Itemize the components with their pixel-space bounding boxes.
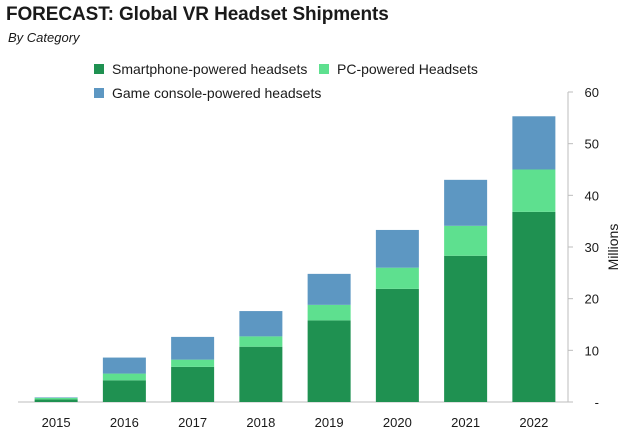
- y-tick-label: -: [595, 395, 599, 410]
- bar-2017-series-2: [171, 359, 215, 367]
- bar-2015-series-2: [34, 397, 78, 400]
- legend-label-game-console: Game console-powered headsets: [112, 85, 322, 101]
- bar-2020-series-1: [375, 288, 419, 402]
- legend-swatch-smartphone: [94, 64, 104, 74]
- bar-2020-series-3: [375, 229, 419, 268]
- legend-swatch-pc: [319, 64, 329, 74]
- x-tick-label: 2015: [42, 415, 71, 430]
- bar-2022-series-2: [512, 169, 556, 212]
- bar-2021-series-3: [444, 179, 488, 226]
- y-tick-label: 60: [585, 85, 599, 100]
- bar-2019-series-2: [307, 304, 351, 321]
- legend-label-smartphone: Smartphone-powered headsets: [112, 61, 308, 77]
- y-tick-label: 30: [585, 240, 599, 255]
- y-tick-label: 50: [585, 137, 599, 152]
- legend-swatch-game-console: [94, 88, 104, 98]
- chart-subtitle: By Category: [8, 30, 80, 45]
- bar-2016-series-1: [102, 380, 146, 402]
- bar-2015-series-1: [34, 399, 78, 402]
- bar-2019-series-3: [307, 273, 351, 305]
- legend-item-smartphone: Smartphone-powered headsets: [94, 61, 307, 77]
- bar-2018-series-1: [239, 346, 283, 402]
- y-axis-label: Millions: [605, 224, 621, 271]
- y-tick-label: 10: [585, 343, 599, 358]
- y-tick-label: 20: [585, 292, 599, 307]
- bar-2022-series-3: [512, 116, 556, 170]
- legend-item-pc: PC-powered Headsets: [319, 61, 478, 77]
- bar-2021-series-1: [444, 255, 488, 402]
- bar-2021-series-2: [444, 225, 488, 256]
- chart-legend: Smartphone-powered headsets PC-powered H…: [0, 0, 626, 110]
- chart-title: FORECAST: Global VR Headset Shipments: [6, 4, 389, 25]
- bar-2018-series-3: [239, 311, 283, 337]
- bar-2018-series-2: [239, 336, 283, 347]
- bar-2015-series-3: [34, 397, 78, 398]
- legend-label-pc: PC-powered Headsets: [337, 61, 478, 77]
- bar-2017-series-3: [171, 336, 215, 360]
- bar-2019-series-1: [307, 320, 351, 402]
- bar-2022-series-1: [512, 211, 556, 402]
- x-tick-label: 2016: [110, 415, 139, 430]
- legend-item-game-console: Game console-powered headsets: [94, 85, 321, 101]
- x-tick-label: 2019: [315, 415, 344, 430]
- bar-2020-series-2: [375, 267, 419, 289]
- y-tick-label: 40: [585, 188, 599, 203]
- bar-2016-series-3: [102, 357, 146, 374]
- x-tick-label: 2022: [519, 415, 548, 430]
- bar-2017-series-1: [171, 366, 215, 402]
- x-tick-label: 2018: [246, 415, 275, 430]
- x-tick-label: 2020: [383, 415, 412, 430]
- x-tick-label: 2021: [451, 415, 480, 430]
- x-tick-label: 2017: [178, 415, 207, 430]
- bar-2016-series-2: [102, 373, 146, 381]
